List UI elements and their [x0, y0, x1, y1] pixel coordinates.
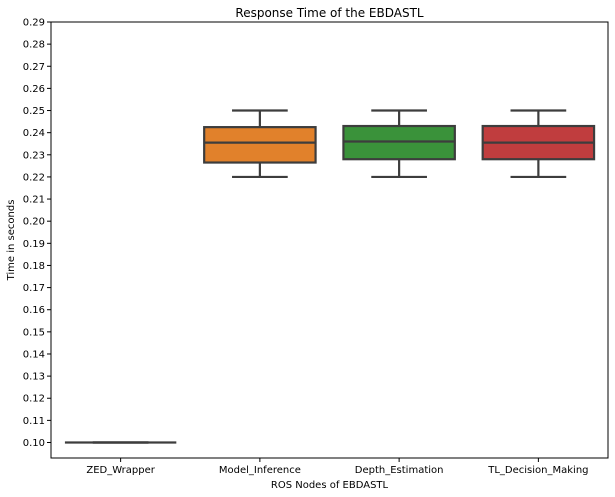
y-tick-label: 0.16 [23, 305, 45, 316]
boxes [64, 109, 596, 444]
box-group [203, 109, 317, 179]
y-tick-label: 0.10 [23, 438, 45, 449]
y-tick-label: 0.26 [23, 84, 45, 95]
box-group [481, 109, 596, 179]
y-tick-label: 0.19 [23, 239, 45, 250]
y-axis: 0.10 0.11 0.12 0.13 0.14 0.15 0.16 0.17 0.18 0.19… [23, 18, 51, 449]
y-tick-label: 0.20 [23, 217, 45, 228]
y-tick-label: 0.14 [23, 349, 45, 360]
y-axis-label: Time in seconds [6, 200, 17, 282]
x-axis: ZED_Wrapper Model_Inference Depth_Estimati… [86, 458, 589, 476]
x-tick-label: ZED_Wrapper [86, 465, 155, 476]
y-tick-label: 0.18 [23, 261, 45, 272]
iqr-box [203, 126, 317, 164]
y-tick-label: 0.23 [23, 150, 45, 161]
y-tick-label: 0.13 [23, 372, 45, 383]
box-group [342, 109, 456, 179]
y-tick-label: 0.17 [23, 283, 45, 294]
x-tick-label: Depth_Estimation [355, 465, 444, 476]
y-tick-label: 0.27 [23, 62, 45, 73]
x-tick-label: Model_Inference [219, 465, 301, 476]
y-tick-label: 0.29 [23, 18, 45, 29]
iqr-box [342, 124, 456, 161]
y-tick-label: 0.12 [23, 394, 45, 405]
y-tick-label: 0.25 [23, 106, 45, 117]
chart-title: Response Time of the EBDASTL [235, 6, 424, 20]
x-axis-label: ROS Nodes of EBDASTL [271, 480, 389, 491]
y-tick-label: 0.15 [23, 327, 45, 338]
x-tick-label: TL_Decision_Making [487, 465, 588, 476]
y-tick-label: 0.28 [23, 40, 45, 51]
y-tick-label: 0.21 [23, 195, 45, 206]
plot-frame [50, 21, 609, 459]
y-tick-label: 0.11 [23, 416, 45, 427]
y-tick-label: 0.22 [23, 172, 45, 183]
y-tick-label: 0.24 [23, 128, 45, 139]
